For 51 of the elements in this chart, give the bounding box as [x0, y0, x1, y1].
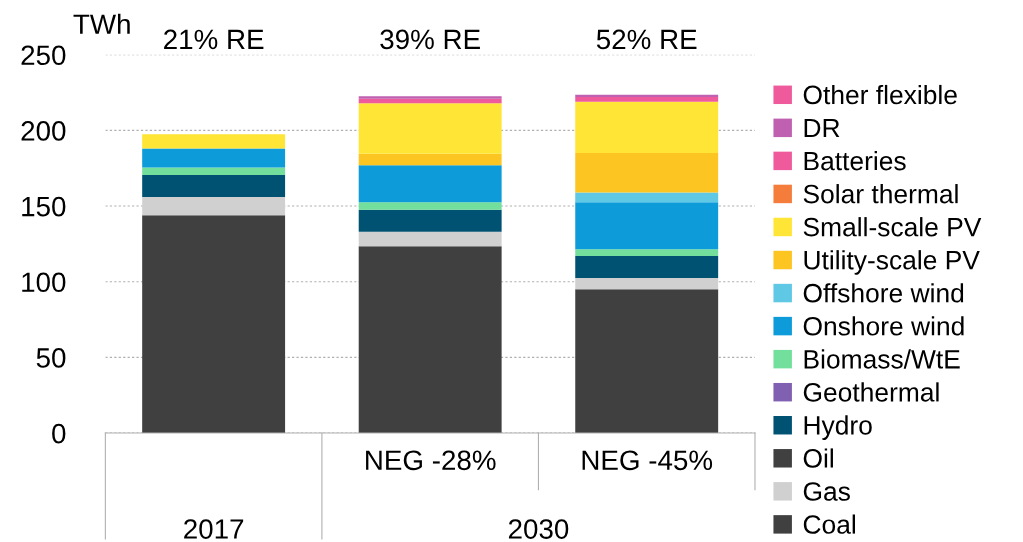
- x-tick-label: NEG -45%: [582, 450, 713, 471]
- bar: [358, 231, 502, 247]
- text: 2030: [508, 519, 569, 539]
- y-tick-label: 150: [22, 196, 66, 217]
- bar: [142, 196, 286, 216]
- bar: [358, 202, 502, 210]
- y-tick-label: 100: [22, 272, 66, 293]
- legend-label: Coal: [803, 514, 855, 534]
- bar: [575, 249, 719, 257]
- bar: [358, 153, 502, 166]
- y-tick-label: 50: [36, 348, 66, 368]
- x-tick-label: NEG -28%: [366, 450, 496, 471]
- bar: [575, 289, 719, 434]
- bar: [142, 175, 286, 197]
- legend-label: Other flexible: [803, 84, 957, 105]
- bar: [358, 209, 502, 232]
- bar: [575, 101, 719, 154]
- y-tick-label: 0: [52, 423, 66, 444]
- bar: [142, 215, 286, 434]
- bar: [142, 167, 286, 176]
- bar: [575, 277, 719, 290]
- text: 2017: [184, 519, 244, 539]
- bar: [575, 256, 719, 278]
- legend-label: Hydro: [804, 415, 872, 440]
- bar: [575, 97, 719, 102]
- y-tick-label: 200: [21, 121, 66, 141]
- legend-label: Oil: [803, 448, 833, 468]
- text: 21% RE: [164, 29, 264, 50]
- text: 52% RE: [596, 29, 697, 50]
- legend-label: Offshore wind: [803, 283, 964, 303]
- legend-label: DR: [804, 118, 840, 138]
- bar: [142, 148, 286, 168]
- legend-label: Biomass/WtE: [804, 349, 960, 369]
- bar: [358, 103, 502, 154]
- legend-label: Solar thermal: [803, 184, 958, 204]
- legend-label: Geothermal: [803, 382, 939, 402]
- legend-label: Batteries: [804, 151, 906, 171]
- y-tick-label: 250: [21, 45, 66, 66]
- bar: [575, 202, 719, 250]
- y-axis-title: TWh: [73, 13, 130, 34]
- legend-label: Onshore wind: [803, 316, 964, 336]
- legend-label: Small-scale PV: [803, 217, 982, 237]
- legend-label: Gas: [803, 482, 850, 501]
- bar: [358, 246, 502, 434]
- legend-label: Utility-scale PV: [804, 250, 980, 275]
- bar: [358, 96, 502, 99]
- text: 39% RE: [380, 29, 480, 50]
- bar: [358, 165, 502, 203]
- bar: [575, 153, 719, 193]
- bar: [575, 192, 719, 203]
- bar: [142, 134, 286, 149]
